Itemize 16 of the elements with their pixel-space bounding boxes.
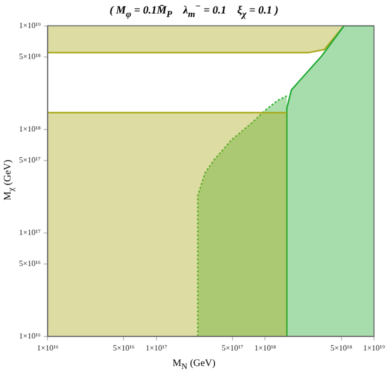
y-tick-label: 5×10¹⁷ bbox=[18, 156, 41, 165]
x-tick-label: 1×10¹⁸ bbox=[254, 343, 276, 352]
x-tick-label: 5×10¹⁶ bbox=[112, 343, 135, 352]
y-tick-label: 5×10¹⁶ bbox=[18, 259, 41, 268]
x-tick-label: 5×10¹⁸ bbox=[330, 343, 352, 352]
y-tick-label: 5×10¹⁸ bbox=[18, 52, 41, 62]
x-tick-label: 5×10¹⁷ bbox=[222, 343, 244, 352]
y-tick-label: 1×10¹⁷ bbox=[18, 228, 41, 237]
x-axis-title: M$_{N}$ (GeV) bbox=[172, 358, 216, 371]
chart-title: ( M$_{φ}$ = 0.1M̄$_{P}$ λ$_{m}$$^{−}$ = 0.1 ξ$_{χ}$ = 0.1 ) bbox=[110, 1, 278, 19]
x-tick-label: 1×10¹⁷ bbox=[146, 343, 168, 352]
y-tick-label: 1×10¹⁹ bbox=[18, 20, 41, 30]
y-tick-label: 1×10¹⁶ bbox=[18, 331, 41, 340]
x-tick-label: 1×10¹⁶ bbox=[36, 343, 59, 352]
y-tick-label: 1×10¹⁸ bbox=[18, 124, 41, 134]
x-tick-label: 1×10¹⁹ bbox=[363, 343, 386, 352]
